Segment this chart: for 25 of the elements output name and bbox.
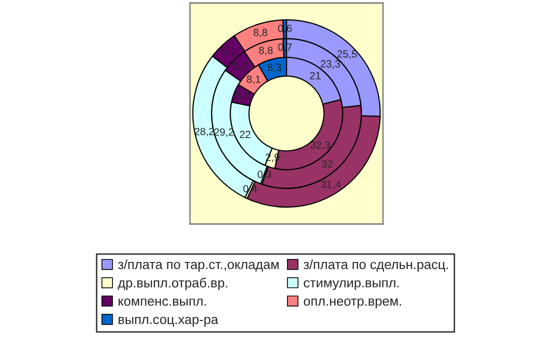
legend-label: др.выпл.отраб.вр. [118,278,228,290]
legend-label: з/плата по тар.ст.,окладам [118,259,279,272]
data-label: 22 [240,130,250,138]
data-label: 21 [310,72,321,80]
data-label: 5,7 [234,62,248,71]
data-label: 0,6 [278,24,292,34]
data-label: 5,1 [222,47,236,56]
data-label: 0,4 [243,184,258,194]
data-label: 31,4 [321,180,341,190]
legend-label: з/плата по сдельн.расц. [304,259,448,272]
data-label: 8,1 [246,76,260,84]
data-label: 5,3 [236,92,250,100]
data-label: 0,3 [258,170,272,180]
legend-label: стимулир.выпл. [304,280,399,290]
data-label: 32,3 [310,141,330,150]
data-label: 0,7 [278,43,292,52]
data-label: 23,3 [320,60,340,69]
legend-label: выпл.соц.хар-ра [118,316,218,327]
legend-label: опл.неотр.врем. [304,298,402,308]
legend-label: компенс.выпл. [118,298,206,306]
data-label: 8,3 [268,64,282,72]
data-label: 25,5 [337,50,357,59]
data-label: 8,8 [259,46,273,56]
data-label: 32 [322,160,333,168]
data-label: 8,8 [254,28,268,38]
